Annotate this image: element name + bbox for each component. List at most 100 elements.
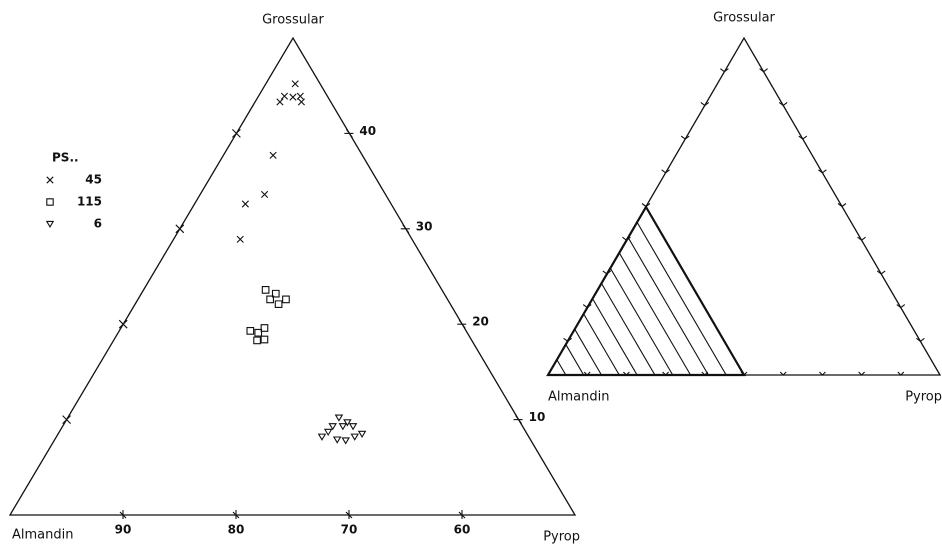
inset-tick — [700, 101, 710, 107]
data-point — [291, 80, 299, 88]
inset-tick — [680, 135, 690, 140]
inset-tick — [779, 371, 787, 376]
inset-tick — [798, 135, 808, 140]
legend-label: 45 — [85, 173, 102, 187]
tick-mark — [458, 511, 466, 519]
inset-tick — [818, 169, 827, 174]
data-point — [261, 286, 270, 294]
tick-mark — [232, 511, 240, 519]
data-point — [332, 436, 342, 444]
data-point — [328, 423, 337, 431]
inset-tick — [602, 270, 612, 275]
inset-triangle — [546, 36, 942, 376]
data-point — [241, 200, 249, 208]
data-point — [338, 423, 348, 431]
data-point — [276, 98, 284, 106]
data-point — [271, 289, 280, 298]
inset-tick — [819, 371, 826, 376]
tick-mark — [175, 224, 185, 234]
inset-tick — [876, 270, 886, 275]
inset-tick — [662, 371, 669, 376]
data-point — [260, 190, 269, 199]
hatch-line — [592, 298, 638, 376]
tick-label: 90 — [115, 523, 132, 537]
tick-mark — [345, 511, 353, 519]
tick-mark — [345, 129, 353, 138]
data-point — [343, 419, 352, 427]
tick-label: 70 — [341, 523, 358, 537]
tick-label: 60 — [454, 523, 471, 537]
data-point — [280, 92, 289, 100]
data-point — [254, 328, 263, 337]
tick-mark — [62, 415, 71, 424]
tick-label: 10 — [529, 410, 546, 424]
hatch-line — [627, 237, 709, 376]
tick-mark — [515, 415, 523, 424]
vertex-label: Almandin — [12, 528, 73, 543]
hatch-line — [565, 344, 585, 376]
tick-mark — [458, 319, 466, 329]
legend-title: PS.. — [52, 151, 79, 165]
inset-region — [546, 204, 746, 377]
hatch-line — [583, 313, 620, 376]
tick-label: 40 — [359, 124, 376, 138]
inset-tick — [759, 68, 768, 73]
inset-tick — [740, 371, 748, 376]
tick-mark — [118, 319, 128, 329]
inset-tick — [720, 68, 729, 73]
data-point — [282, 295, 290, 304]
tick-label: 80 — [228, 523, 245, 537]
hatch-line — [618, 252, 692, 376]
data-point — [350, 433, 359, 441]
hatch-line — [609, 267, 674, 376]
legend-label: 115 — [77, 195, 102, 209]
legend-symbol — [46, 198, 54, 206]
inset-tick — [582, 304, 592, 309]
data-point — [260, 324, 269, 332]
inset-tick — [563, 337, 572, 342]
vertex-label: Grossular — [713, 11, 775, 26]
inset-tick — [661, 169, 670, 174]
data-point — [269, 151, 277, 159]
tick-label: 20 — [472, 315, 489, 329]
data-point — [253, 336, 261, 345]
data-point — [296, 92, 304, 100]
data-point — [274, 300, 283, 309]
main-triangle — [8, 36, 577, 516]
inset-tick — [583, 371, 591, 376]
vertex-label: Pyrop — [543, 530, 580, 545]
legend-symbol — [46, 176, 54, 184]
inset-tick — [837, 203, 847, 208]
inset-tick — [896, 304, 906, 309]
data-point — [236, 235, 244, 243]
tick-mark — [402, 224, 410, 234]
hatch-line — [600, 283, 656, 376]
inset-tick — [622, 236, 631, 241]
vertex-label: Almandin — [548, 390, 609, 405]
inset: Grossular Almandin Pyrop — [546, 11, 942, 405]
tick-mark — [232, 129, 241, 138]
legend-symbol — [45, 220, 55, 228]
data-point — [317, 433, 327, 441]
data-point — [246, 327, 255, 335]
legend-label: 6 — [94, 217, 102, 231]
inset-tick — [858, 371, 865, 376]
data-point — [334, 414, 344, 422]
vertex-label: Grossular — [262, 13, 324, 28]
hatch-line — [574, 328, 602, 376]
hatch-line — [636, 221, 727, 376]
data-point — [266, 295, 274, 304]
data-point — [357, 430, 367, 438]
data-point — [341, 437, 350, 445]
tick-mark — [119, 511, 127, 519]
hatch-line — [556, 359, 567, 376]
inset-tick — [701, 371, 709, 376]
data-point — [323, 428, 333, 437]
inset-tick — [916, 337, 925, 342]
vertex-label: Pyrop — [905, 390, 942, 405]
data-point — [348, 423, 358, 431]
data-point — [260, 335, 269, 344]
inset-tick — [857, 236, 866, 241]
data-point — [289, 93, 297, 101]
